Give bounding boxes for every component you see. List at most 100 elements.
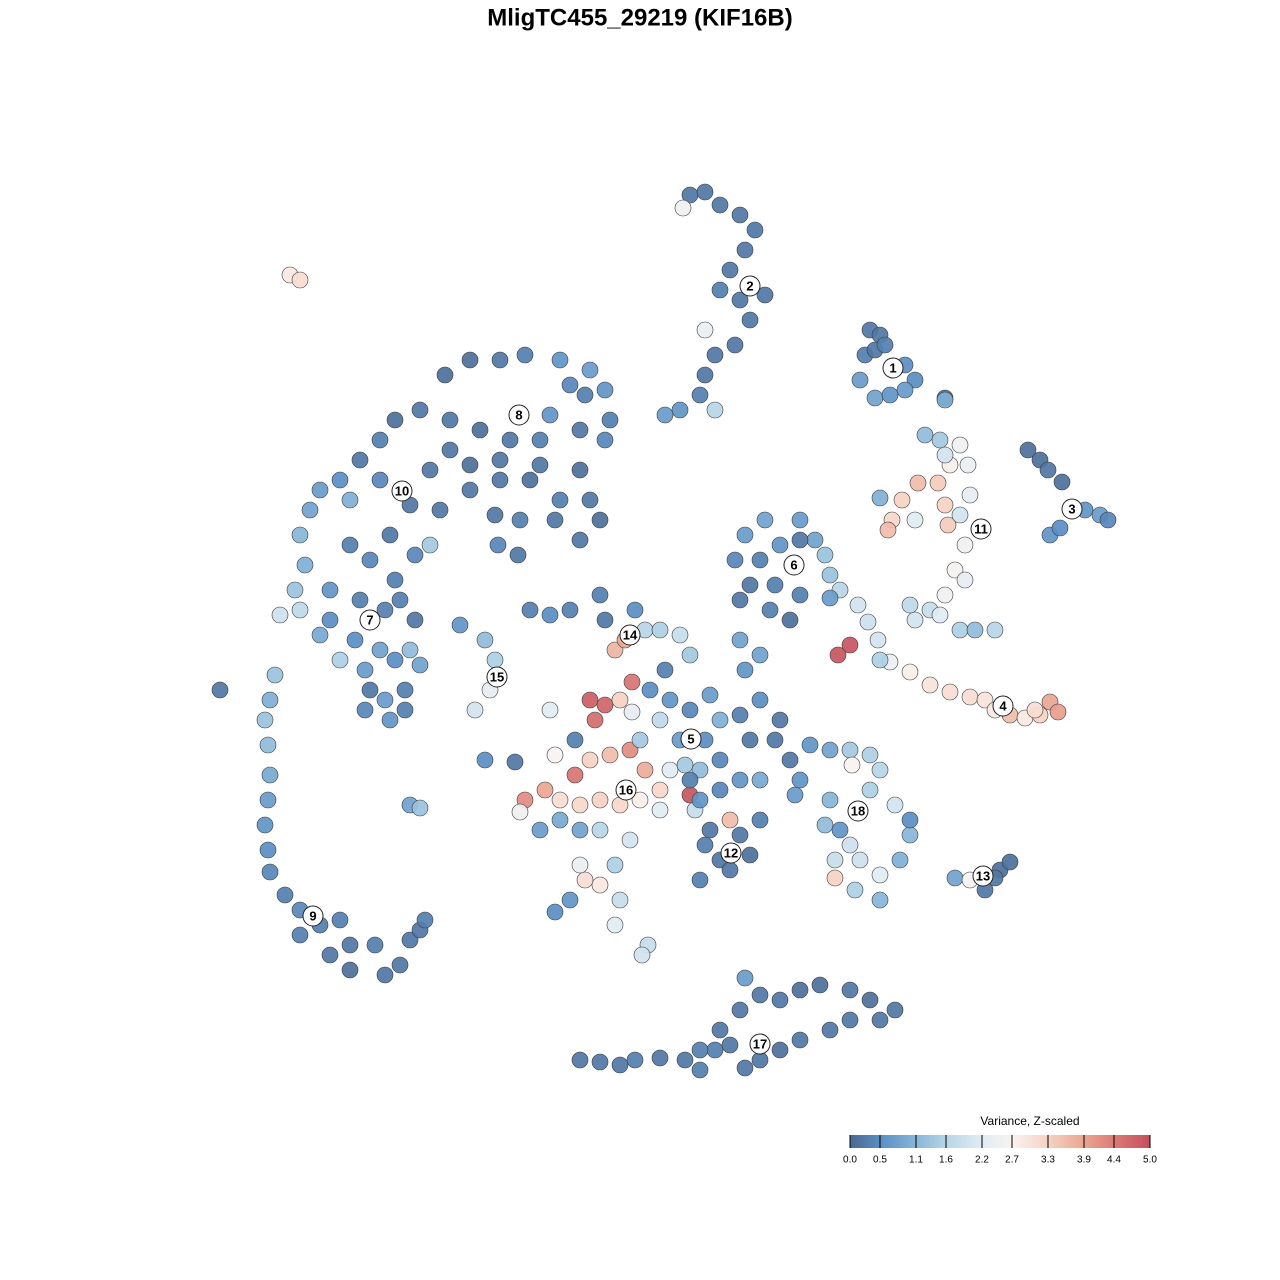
- point: [961, 486, 979, 504]
- point: [901, 826, 919, 844]
- point: [826, 869, 844, 887]
- point: [791, 1031, 809, 1049]
- point: [871, 761, 889, 779]
- cluster-label: 12: [724, 845, 738, 860]
- point: [871, 651, 889, 669]
- point: [576, 871, 594, 889]
- point: [291, 271, 309, 289]
- point: [846, 881, 864, 899]
- colorbar-title: Variance, Z-scaled: [980, 1114, 1079, 1128]
- point: [561, 376, 579, 394]
- point: [521, 601, 539, 619]
- point: [901, 663, 919, 681]
- point: [721, 261, 739, 279]
- point: [576, 386, 594, 404]
- point: [681, 646, 699, 664]
- point: [341, 536, 359, 554]
- point: [781, 611, 799, 629]
- point: [736, 241, 754, 259]
- point: [936, 391, 954, 409]
- point: [581, 751, 599, 769]
- point: [541, 606, 559, 624]
- point: [506, 753, 524, 771]
- point: [821, 589, 839, 607]
- point: [591, 791, 609, 809]
- point: [946, 561, 964, 579]
- point: [766, 576, 784, 594]
- point: [461, 351, 479, 369]
- point: [791, 531, 809, 549]
- point: [276, 886, 294, 904]
- point: [891, 851, 909, 869]
- point: [341, 491, 359, 509]
- point: [386, 651, 404, 669]
- point: [286, 581, 304, 599]
- point: [921, 676, 939, 694]
- point: [731, 826, 749, 844]
- point: [476, 751, 494, 769]
- cluster-label: 11: [974, 521, 988, 536]
- point: [976, 691, 994, 709]
- cluster-badge: [391, 480, 413, 502]
- point: [939, 516, 957, 534]
- point: [571, 821, 589, 839]
- point: [721, 1036, 739, 1054]
- point: [1039, 461, 1057, 479]
- point: [606, 916, 624, 934]
- point: [871, 489, 889, 507]
- point: [951, 506, 969, 524]
- point: [551, 491, 569, 509]
- point: [676, 1051, 694, 1069]
- point: [711, 196, 729, 214]
- point: [821, 791, 839, 809]
- point: [711, 781, 729, 799]
- point: [381, 711, 399, 729]
- point: [321, 581, 339, 599]
- point: [901, 811, 919, 829]
- cluster-label: 17: [753, 1036, 767, 1051]
- point: [711, 751, 729, 769]
- point: [321, 611, 339, 629]
- point: [211, 681, 229, 699]
- point: [886, 1001, 904, 1019]
- cluster-badge: [619, 624, 641, 646]
- point: [656, 661, 674, 679]
- point: [701, 686, 719, 704]
- point: [571, 531, 589, 549]
- colorbar-tick-label: 1.1: [909, 1155, 923, 1166]
- cluster-badge: [508, 404, 530, 426]
- point: [756, 286, 774, 304]
- point: [261, 766, 279, 784]
- colorbar-tick-label: 2.2: [975, 1155, 989, 1166]
- point: [936, 586, 954, 604]
- point: [266, 666, 284, 684]
- point: [626, 601, 644, 619]
- points: [211, 183, 1117, 1079]
- point: [546, 746, 564, 764]
- point: [711, 711, 729, 729]
- point: [851, 851, 869, 869]
- point: [741, 731, 759, 749]
- point: [741, 576, 759, 594]
- point: [841, 836, 859, 854]
- point: [791, 586, 809, 604]
- point: [859, 613, 877, 631]
- point: [651, 781, 669, 799]
- point: [411, 799, 429, 817]
- point: [731, 206, 749, 224]
- point: [486, 506, 504, 524]
- point: [721, 861, 739, 879]
- point: [406, 611, 424, 629]
- point: [581, 361, 599, 379]
- point: [441, 411, 459, 429]
- point: [746, 221, 764, 239]
- point: [621, 831, 639, 849]
- point: [1053, 473, 1071, 491]
- point: [381, 526, 399, 544]
- point: [411, 656, 429, 674]
- point: [961, 688, 979, 706]
- point: [651, 621, 669, 639]
- point: [546, 511, 564, 529]
- point: [736, 1059, 754, 1077]
- point: [571, 421, 589, 439]
